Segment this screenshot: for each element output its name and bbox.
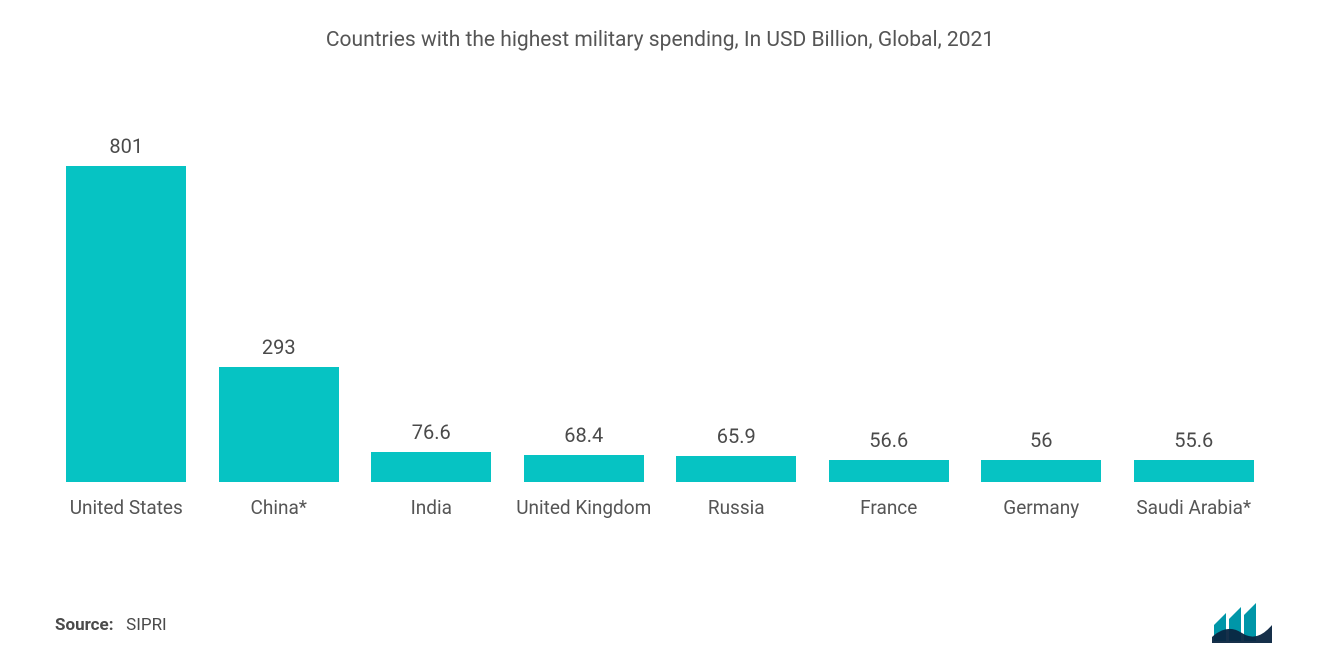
- chart-source: Source: SIPRI: [55, 615, 167, 635]
- bar-group: 76.6 India: [359, 130, 504, 540]
- bar: [371, 452, 491, 482]
- bar-value-label: 76.6: [412, 420, 451, 444]
- bar: [1134, 460, 1254, 482]
- bar-category-label: Russia: [708, 496, 765, 540]
- bar-group: 68.4 United Kingdom: [512, 130, 657, 540]
- bar-value-label: 55.6: [1174, 428, 1213, 452]
- bar-value-label: 68.4: [564, 423, 603, 447]
- bar-value-label: 56: [1030, 428, 1052, 452]
- bar: [66, 166, 186, 482]
- bar-category-label: United Kingdom: [516, 496, 651, 540]
- bar-category-label: France: [860, 496, 917, 540]
- bar: [829, 460, 949, 482]
- bar: [524, 455, 644, 482]
- bar-value-label: 56.6: [869, 428, 908, 452]
- chart-plot-area: 801 United States 293 China* 76.6 India 68.4 Un…: [50, 130, 1270, 540]
- source-text: SIPRI: [126, 615, 167, 635]
- bar-category-label: Saudi Arabia*: [1136, 496, 1251, 540]
- bar-group: 801 United States: [54, 130, 199, 540]
- bar-group: 56.6 France: [817, 130, 962, 540]
- chart-title: Countries with the highest military spen…: [0, 0, 1320, 52]
- bar-value-label: 801: [109, 134, 143, 158]
- bar-category-label: Germany: [1003, 496, 1079, 540]
- bar-category-label: United States: [70, 496, 183, 540]
- bar-group: 56 Germany: [969, 130, 1114, 540]
- bar-category-label: China*: [251, 496, 307, 540]
- bar-group: 65.9 Russia: [664, 130, 809, 540]
- bar: [676, 456, 796, 482]
- brand-logo-icon: [1212, 603, 1272, 643]
- bar-value-label: 293: [262, 335, 296, 359]
- bar: [219, 367, 339, 482]
- bar-value-label: 65.9: [717, 424, 756, 448]
- bar-category-label: India: [411, 496, 452, 540]
- source-label: Source:: [55, 615, 113, 635]
- bar: [981, 460, 1101, 482]
- bar-group: 293 China*: [207, 130, 352, 540]
- bar-group: 55.6 Saudi Arabia*: [1122, 130, 1267, 540]
